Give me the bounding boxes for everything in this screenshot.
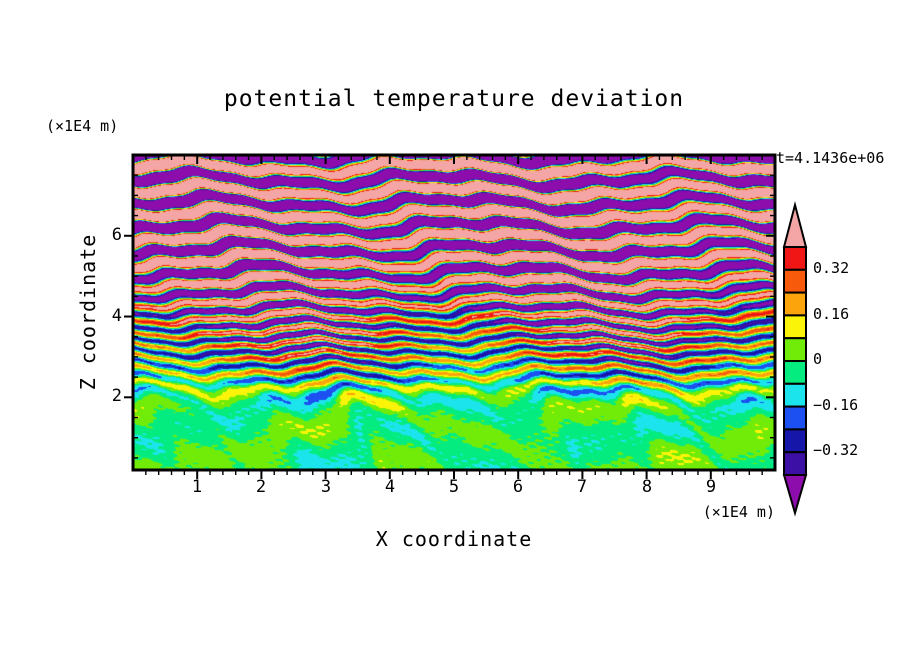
x-tick-label: 8 (641, 477, 653, 497)
z-tick-label: 2 (111, 386, 122, 406)
time-annotation: t=4.1436e+06 (776, 149, 885, 167)
colorbar-tick-label: −0.16 (813, 396, 859, 414)
colorbar-tick-label: 0 (813, 350, 823, 368)
chart-title: potential temperature deviation (223, 86, 685, 112)
x-tick-label: 7 (576, 477, 588, 497)
contour-field (133, 155, 775, 470)
colorbar-tick-label: 0.16 (813, 305, 850, 323)
x-tick-label: 5 (448, 477, 460, 497)
z-tick-label: 4 (111, 306, 122, 326)
colorbar-tick-label: −0.32 (813, 441, 859, 459)
z-tick-label: 6 (111, 225, 122, 245)
x-tick-label: 2 (255, 477, 267, 497)
colorbar-tick-label: 0.32 (813, 259, 850, 277)
x-axis-title: X coordinate (375, 527, 533, 551)
x-axis-unit-label: (×1E4 m) (702, 503, 775, 521)
x-tick-label: 3 (320, 477, 332, 497)
x-tick-label: 4 (384, 477, 396, 497)
x-tick-label: 6 (512, 477, 524, 497)
x-tick-label: 9 (705, 477, 717, 497)
z-axis-unit-label: (×1E4 m) (46, 117, 119, 135)
x-tick-label: 1 (191, 477, 203, 497)
